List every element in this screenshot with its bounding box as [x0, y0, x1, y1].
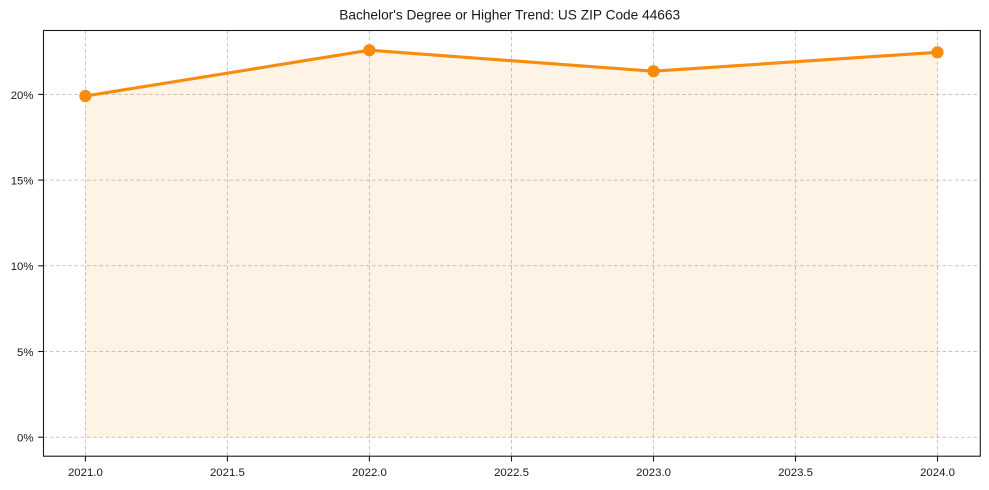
svg-text:2022.0: 2022.0: [352, 467, 387, 479]
svg-text:Bachelor's Degree or Higher Tr: Bachelor's Degree or Higher Trend: US ZI…: [339, 7, 680, 22]
svg-text:2024.0: 2024.0: [920, 467, 955, 479]
svg-text:5%: 5%: [17, 347, 33, 359]
svg-text:2023.5: 2023.5: [778, 467, 813, 479]
svg-text:2023.0: 2023.0: [636, 467, 671, 479]
svg-text:2022.5: 2022.5: [494, 467, 529, 479]
svg-text:2021.5: 2021.5: [210, 467, 245, 479]
svg-text:15%: 15%: [11, 176, 34, 188]
svg-text:20%: 20%: [11, 90, 34, 102]
svg-text:0%: 0%: [17, 433, 33, 445]
svg-text:2021.0: 2021.0: [68, 467, 103, 479]
svg-text:10%: 10%: [11, 261, 34, 273]
